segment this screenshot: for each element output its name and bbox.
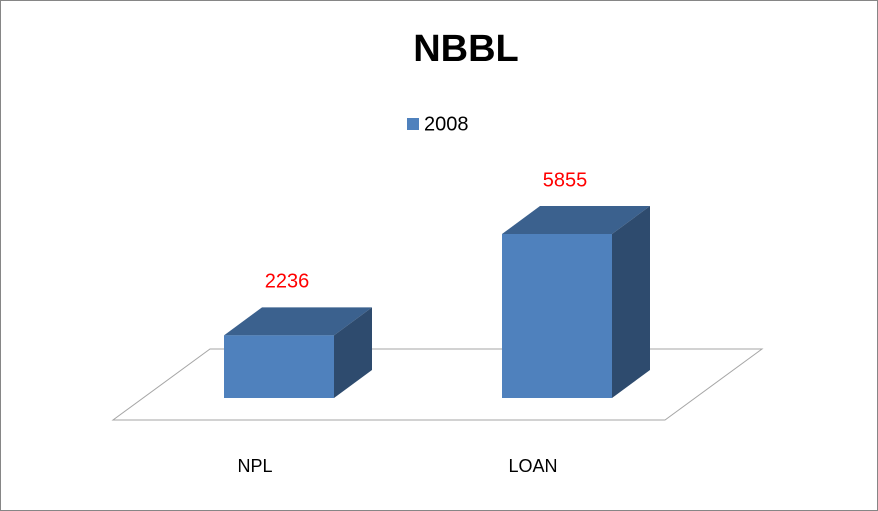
bar-top: [502, 206, 650, 234]
legend-swatch: [407, 118, 419, 130]
bar-side: [334, 307, 372, 398]
data-label: 5855: [543, 169, 588, 191]
x-tick-label: LOAN: [508, 456, 557, 476]
x-tick-label: NPL: [237, 456, 272, 476]
bar: [224, 335, 334, 398]
bar-top: [224, 307, 372, 336]
chart-title: NBBL: [413, 28, 519, 70]
data-label: 2236: [265, 271, 310, 293]
bar-side: [612, 206, 650, 398]
bar: [502, 234, 612, 398]
legend-label: 2008: [424, 113, 469, 135]
floor: [111, 348, 764, 421]
